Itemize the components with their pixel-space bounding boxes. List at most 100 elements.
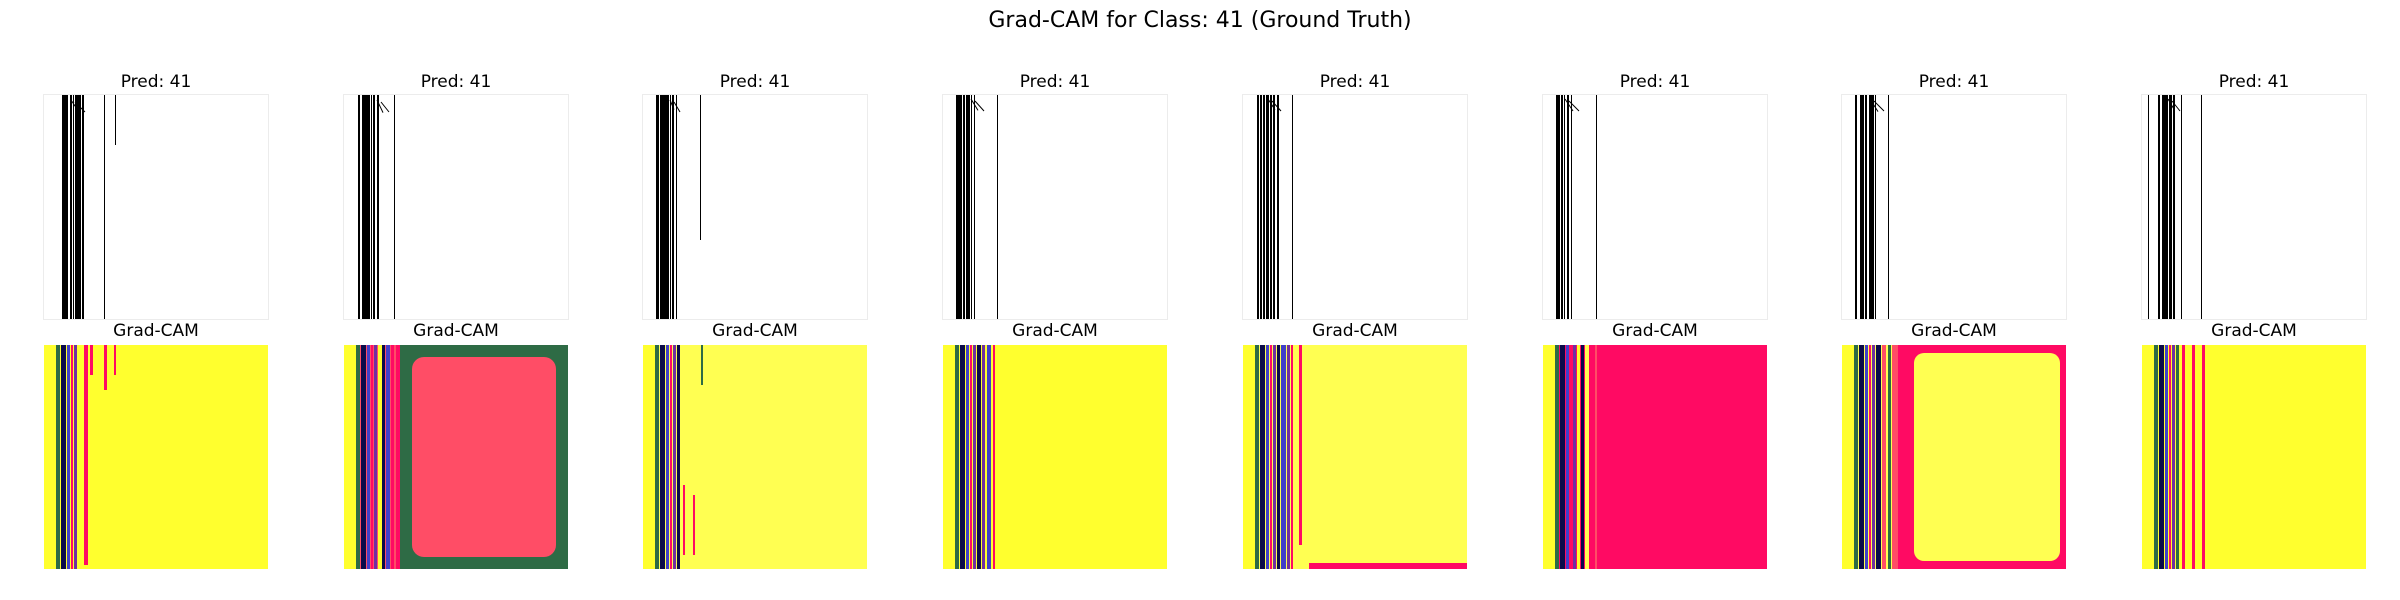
heatmap-stripe <box>1892 345 1898 569</box>
input-stroke <box>66 95 68 319</box>
input-stroke <box>2167 98 2175 110</box>
heatmap-stripe <box>396 345 400 569</box>
input-stroke <box>672 95 674 319</box>
heatmap-stripe <box>1566 345 1569 569</box>
prediction-label: Pred: 41 <box>719 72 791 92</box>
heatmap-stripe <box>673 345 676 569</box>
heatmap-stripe <box>104 345 107 390</box>
heatmap-stripe <box>977 345 981 569</box>
heatmap-stripe <box>1560 345 1565 569</box>
heatmap-stripe <box>84 345 88 565</box>
input-image-panel <box>343 94 569 320</box>
heatmap-stripe <box>1287 345 1290 569</box>
heatmap-stripe <box>1585 345 1589 569</box>
input-stroke <box>371 95 372 319</box>
heatmap-stripe <box>1872 345 1875 569</box>
input-stroke <box>1888 95 1889 319</box>
gradcam-label: Grad-CAM <box>1612 321 1698 341</box>
heatmap-stripe <box>987 345 991 569</box>
input-stroke <box>971 95 972 319</box>
heatmap-stripe <box>1869 345 1871 569</box>
gradcam-heatmap <box>1842 345 2066 569</box>
input-stroke <box>2162 95 2168 319</box>
heatmap-stripe <box>67 345 70 569</box>
figure-title: Grad-CAM for Class: 41 (Ground Truth) <box>988 8 1412 33</box>
input-stroke <box>70 99 80 113</box>
input-stroke <box>974 100 985 112</box>
gradcam-heatmap-panel <box>1243 345 1467 569</box>
gradcam-label: Grad-CAM <box>2211 321 2297 341</box>
input-stroke <box>1267 98 1276 111</box>
heatmap-stripe <box>1595 345 1597 569</box>
heatmap-stripe <box>2176 345 2179 569</box>
heatmap-stripe <box>670 345 672 569</box>
prediction-label: Pred: 41 <box>420 72 492 92</box>
input-stroke <box>1564 98 1574 112</box>
heatmap-stripe <box>666 345 669 569</box>
gradcam-heatmap-panel <box>1842 345 2066 569</box>
heatmap-stripe <box>2192 345 2195 569</box>
input-stroke <box>1271 100 1282 112</box>
gradcam-heatmap-panel <box>44 345 268 569</box>
input-stroke <box>1561 95 1563 319</box>
heatmap-stripe <box>1555 345 1559 569</box>
gradcam-label: Grad-CAM <box>1312 321 1398 341</box>
prediction-label: Pred: 41 <box>2218 72 2290 92</box>
heatmap-stripe <box>955 345 959 569</box>
heatmap-core <box>1914 353 2060 561</box>
gradcam-label: Grad-CAM <box>1911 321 1997 341</box>
input-stroke <box>104 95 105 319</box>
heatmap-stripe <box>386 345 390 569</box>
heatmap-stripe <box>1243 345 1255 569</box>
gradcam-heatmap <box>44 345 268 569</box>
heatmap-stripe <box>1888 345 1891 569</box>
input-image-panel <box>942 94 1168 320</box>
heatmap-stripe <box>44 345 56 569</box>
input-image <box>44 95 268 319</box>
input-stroke <box>1571 95 1572 319</box>
heatmap-stripe <box>71 345 73 569</box>
input-stroke <box>82 95 84 319</box>
input-image-panel <box>43 94 269 320</box>
input-stroke <box>1556 95 1560 319</box>
heatmap-stripe <box>1260 345 1265 569</box>
heatmap-stripe <box>960 345 965 569</box>
input-stroke <box>1567 95 1569 319</box>
prediction-label: Pred: 41 <box>1619 72 1691 92</box>
heatmap-stripe <box>2182 345 2185 569</box>
input-stroke <box>966 95 970 319</box>
heatmap-stripe <box>1570 345 1572 569</box>
gradcam-heatmap <box>1243 345 1467 569</box>
input-stroke <box>2171 100 2181 112</box>
heatmap-stripe <box>1859 345 1864 569</box>
gradcam-heatmap-panel <box>344 345 568 569</box>
heatmap-stripe <box>703 345 867 569</box>
heatmap-stripe <box>1266 345 1269 569</box>
input-stroke <box>1869 98 1879 112</box>
input-stroke <box>376 99 384 113</box>
heatmap-stripe <box>1591 345 1594 569</box>
input-stroke <box>362 95 370 319</box>
gradcam-heatmap-panel <box>2142 345 2366 569</box>
heatmap-stripe <box>1277 345 1280 569</box>
heatmap-stripe <box>2142 345 2154 569</box>
heatmap-stripe <box>2169 345 2171 569</box>
gradcam-heatmap-panel <box>1543 345 1767 569</box>
heatmap-stripe <box>655 345 659 569</box>
heatmap-stripe <box>1291 345 1293 569</box>
input-stroke <box>373 95 375 319</box>
gradcam-heatmap-panel <box>943 345 1167 569</box>
heatmap-stripe <box>1281 345 1286 569</box>
heatmap-region <box>943 345 1167 569</box>
heatmap-stripe <box>660 345 665 569</box>
heatmap-stripe <box>344 345 356 569</box>
input-image <box>1243 95 1467 319</box>
input-stroke <box>1270 95 1272 319</box>
heatmap-stripe <box>1299 345 1302 545</box>
input-stroke <box>1855 95 1857 319</box>
input-stroke <box>1260 95 1262 319</box>
input-stroke <box>1568 100 1580 112</box>
heatmap-stripe <box>1543 345 1555 569</box>
input-image <box>1543 95 1767 319</box>
heatmap-stripe <box>374 345 377 569</box>
